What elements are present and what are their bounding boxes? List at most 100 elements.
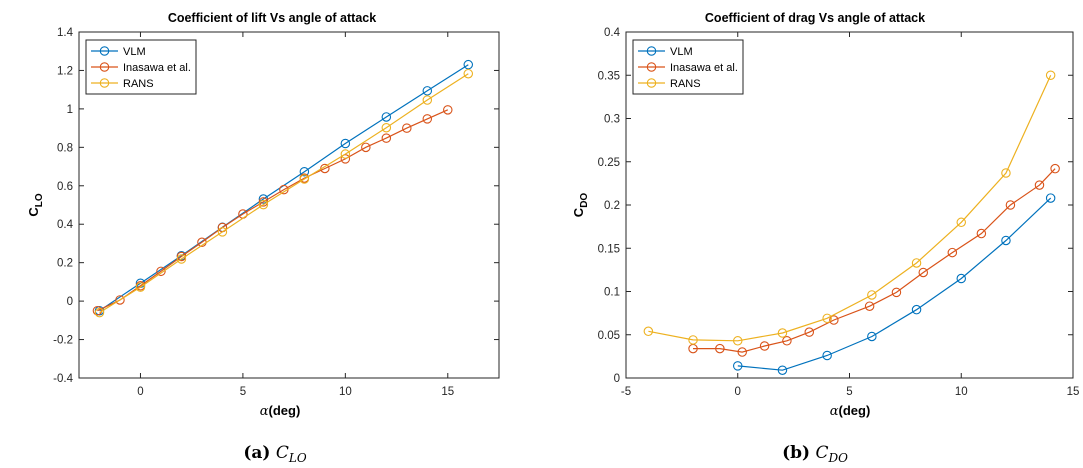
lift-legend-box	[85, 39, 197, 95]
drag-data-point-vlm	[822, 350, 832, 361]
drag-series-line-rans	[648, 75, 1052, 342]
drag-data-point-inasawa-et-al	[864, 301, 875, 311]
lift-chart-title: Coefficient of lift Vs angle of attack	[168, 11, 376, 25]
drag-caption-label: (b)	[782, 443, 810, 463]
drag-data-point-inasawa-et-al	[1005, 200, 1016, 210]
drag-data-point-inasawa-et-al	[804, 327, 815, 337]
drag-x-axis-label: α(deg)	[830, 403, 871, 419]
lift-x-axis-unit: (deg)	[269, 403, 301, 418]
drag-y-tick-label: 0.1	[604, 287, 620, 299]
drag-data-point-vlm	[1045, 193, 1056, 203]
lift-legend-label-inasawa-et-al: Inasawa et al.	[123, 62, 191, 74]
drag-data-point-vlm	[956, 273, 966, 284]
lift-y-axis-main: C	[26, 207, 41, 217]
svg-text:(a) CLO: (a) CLO	[243, 443, 307, 465]
lift-data-point-rans	[135, 282, 146, 292]
lift-data-point-inasawa-et-al	[422, 114, 433, 124]
lift-x-tick-label: 15	[441, 386, 454, 398]
lift-plot-frame	[78, 31, 500, 379]
svg-text:CDO: CDO	[571, 193, 590, 218]
lift-y-tick-label: -0.4	[53, 373, 73, 385]
lift-data-point-inasawa-et-al	[443, 105, 453, 115]
drag-data-point-rans	[911, 258, 922, 268]
lift-series-line-vlm	[99, 64, 469, 312]
drag-legend-label-inasawa-et-al: Inasawa et al.	[670, 62, 738, 74]
lift-legend-marker-inasawa-et-al	[99, 62, 110, 72]
drag-data-point-rans	[956, 217, 966, 228]
drag-x-axis-unit: (deg)	[839, 403, 871, 418]
drag-x-tick-label: -5	[621, 386, 631, 398]
lift-data-point-inasawa-et-al	[381, 133, 392, 143]
lift-data-point-rans	[176, 254, 187, 264]
drag-y-tick-label: 0.05	[598, 330, 620, 342]
lift-y-tick-label: 0.6	[57, 181, 73, 193]
lift-y-tick-label: 1.4	[57, 27, 74, 39]
lift-chart-panel: Coefficient of lift Vs angle of attack -…	[26, 11, 500, 465]
drag-legend-marker-vlm	[646, 46, 657, 56]
drag-data-point-rans	[643, 326, 654, 337]
drag-y-tick-label: 0.35	[598, 70, 620, 82]
lift-y-tick-label: 1.2	[57, 65, 73, 77]
lift-y-tick-label: 0	[67, 296, 73, 308]
drag-series-line-inasawa-et-al	[693, 168, 1056, 353]
lift-caption: (a) CLO	[243, 443, 307, 465]
drag-x-tick-label: 15	[1067, 386, 1080, 398]
svg-text:α(deg): α(deg)	[830, 403, 871, 419]
lift-data-point-rans	[463, 68, 474, 79]
lift-y-tick-label: 0.4	[57, 219, 74, 231]
svg-text:α(deg): α(deg)	[260, 403, 301, 419]
lift-data-point-inasawa-et-al	[115, 295, 125, 305]
drag-caption-main: C	[815, 443, 828, 463]
lift-y-tick-label: -0.2	[53, 335, 73, 347]
drag-data-point-vlm	[732, 361, 743, 371]
lift-data-point-rans	[258, 199, 269, 210]
drag-y-tick-label: 0.15	[598, 243, 620, 255]
lift-data-point-rans	[340, 149, 351, 159]
drag-data-point-inasawa-et-al	[715, 343, 725, 354]
drag-data-point-rans	[822, 313, 832, 324]
lift-data-point-rans	[422, 95, 433, 105]
drag-series-line-vlm	[737, 197, 1052, 371]
lift-data-point-inasawa-et-al	[156, 266, 166, 277]
lift-data-point-vlm	[381, 112, 392, 122]
lift-data-point-rans	[94, 307, 105, 318]
drag-y-axis-label: CDO	[571, 193, 590, 218]
drag-y-axis-main: C	[571, 207, 586, 217]
lift-legend-label-rans: RANS	[123, 78, 154, 90]
drag-data-point-inasawa-et-al	[1050, 163, 1060, 174]
drag-data-point-inasawa-et-al	[782, 336, 792, 346]
drag-data-point-rans	[688, 335, 698, 345]
lift-x-axis-symbol: α	[260, 404, 269, 419]
lift-y-tick-label: 1	[67, 104, 73, 116]
drag-data-point-inasawa-et-al	[976, 228, 987, 239]
drag-x-axis-symbol: α	[830, 404, 839, 419]
drag-data-point-inasawa-et-al	[1034, 180, 1045, 190]
lift-data-point-vlm	[340, 138, 351, 149]
lift-data-point-vlm	[299, 166, 310, 177]
drag-data-point-rans	[1045, 70, 1056, 81]
drag-chart-title: Coefficient of drag Vs angle of attack	[705, 11, 925, 25]
lift-series-line-rans	[99, 73, 469, 314]
lift-data-point-inasawa-et-al	[402, 123, 412, 133]
drag-legend-marker-rans	[646, 78, 657, 88]
drag-data-point-rans	[777, 328, 788, 338]
drag-caption-sub: DO	[827, 451, 848, 465]
drag-x-tick-label: 10	[955, 386, 968, 398]
drag-data-point-vlm	[867, 331, 877, 342]
lift-x-tick-label: 10	[339, 386, 352, 398]
lift-y-tick-label: 0.2	[57, 258, 73, 270]
lift-caption-main: C	[276, 443, 289, 463]
lift-data-point-inasawa-et-al	[361, 142, 371, 153]
drag-data-point-vlm	[777, 365, 788, 375]
lift-data-point-rans	[381, 122, 392, 133]
lift-legend-label-vlm: VLM	[123, 46, 146, 58]
drag-y-tick-label: 0.4	[604, 27, 621, 39]
drag-y-axis-sub: DO	[579, 193, 590, 208]
lift-data-point-rans	[217, 227, 228, 237]
drag-data-point-inasawa-et-al	[891, 287, 902, 298]
drag-x-tick-label: 0	[735, 386, 741, 398]
drag-data-point-inasawa-et-al	[829, 315, 839, 325]
lift-y-axis-sub: LO	[34, 193, 45, 207]
drag-data-point-inasawa-et-al	[947, 247, 958, 258]
